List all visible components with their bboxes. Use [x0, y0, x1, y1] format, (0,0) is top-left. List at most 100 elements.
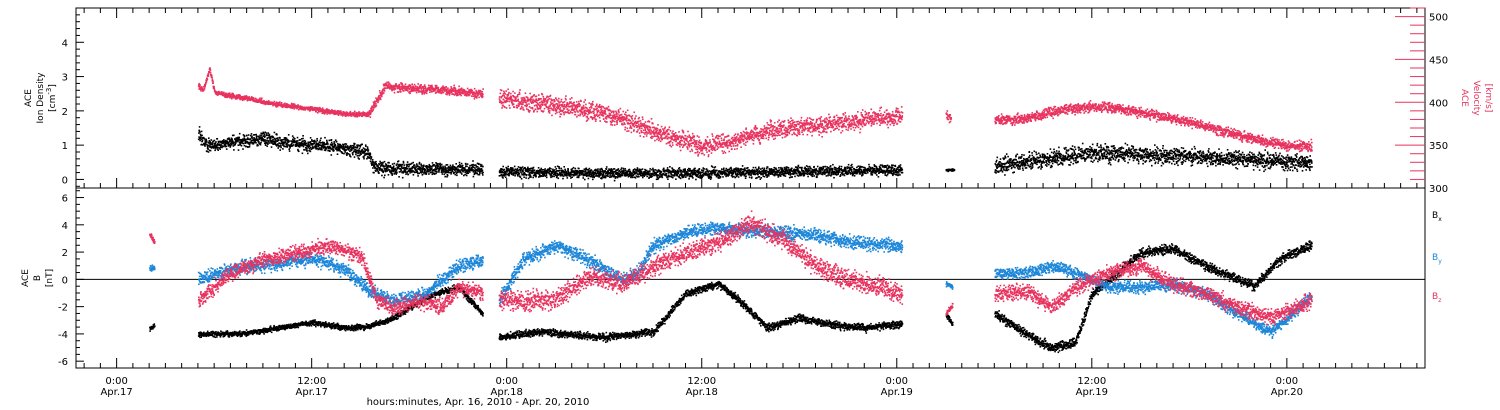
velocity-point — [547, 111, 550, 113]
velocity-point — [613, 116, 615, 119]
velocity-point — [889, 113, 891, 115]
velocity-point — [752, 139, 755, 142]
velocity-point — [1046, 116, 1049, 119]
velocity-point — [248, 96, 251, 99]
velocity-point — [639, 127, 641, 130]
velocity-point — [808, 130, 810, 132]
velocity-point — [779, 123, 782, 126]
velocity-point — [1095, 103, 1097, 105]
velocity-point — [897, 118, 900, 121]
velocity-point — [375, 102, 377, 105]
velocity-point — [1132, 106, 1135, 109]
velocity-point — [745, 141, 747, 144]
velocity-point — [700, 150, 702, 152]
velocity-point — [369, 116, 372, 118]
velocity-point — [652, 122, 654, 125]
velocity-point — [337, 114, 340, 116]
velocity-point — [821, 122, 823, 125]
velocity-point — [730, 145, 732, 148]
velocity-point — [459, 92, 462, 94]
velocity-point — [624, 123, 626, 125]
velocity-point — [645, 135, 648, 137]
velocity-point — [891, 111, 894, 113]
velocity-point — [742, 135, 744, 138]
velocity-point — [202, 90, 204, 92]
velocity-point — [577, 105, 579, 108]
velocity-point — [832, 122, 835, 124]
velocity-point — [442, 91, 445, 94]
velocity-point — [565, 105, 568, 108]
velocity-point — [656, 134, 659, 136]
velocity-point — [383, 90, 386, 92]
velocity-point — [457, 90, 460, 93]
velocity-point — [198, 82, 200, 85]
velocity-point — [798, 131, 801, 133]
velocity-point — [590, 106, 593, 108]
velocity-point — [586, 116, 588, 118]
velocity-point — [445, 86, 447, 88]
velocity-point — [1085, 110, 1087, 112]
velocity-point — [1017, 112, 1019, 114]
velocity-point — [382, 83, 385, 86]
velocity-point — [528, 103, 530, 105]
velocity-point — [776, 128, 779, 131]
velocity-point — [365, 115, 368, 118]
velocity-point — [697, 145, 699, 148]
velocity-point — [377, 100, 380, 102]
velocity-point — [416, 86, 419, 88]
velocity-point — [314, 109, 316, 111]
velocity-point — [381, 93, 384, 95]
velocity-point — [560, 100, 562, 103]
velocity-point — [570, 105, 573, 107]
velocity-point — [1180, 124, 1182, 127]
velocity-point — [695, 141, 698, 144]
velocity-point — [337, 111, 340, 113]
velocity-point — [774, 125, 776, 128]
velocity-point — [1044, 116, 1047, 119]
velocity-point — [260, 102, 262, 104]
velocity-point — [622, 123, 624, 126]
velocity-point — [551, 102, 554, 105]
velocity-point — [260, 101, 262, 103]
velocity-point — [778, 127, 780, 130]
velocity-point — [381, 95, 383, 98]
velocity-point — [1125, 114, 1128, 116]
velocity-point — [761, 130, 763, 133]
velocity-point — [655, 131, 658, 134]
velocity-point — [950, 118, 952, 121]
velocity-point — [380, 93, 383, 96]
velocity-point — [604, 120, 606, 122]
velocity-point — [855, 118, 858, 120]
velocity-point — [624, 126, 627, 129]
velocity-point — [498, 96, 501, 98]
velocity-point — [662, 137, 664, 139]
velocity-point — [635, 121, 638, 124]
velocity-point — [625, 114, 627, 116]
velocity-point — [602, 115, 605, 117]
velocity-point — [597, 114, 600, 117]
velocity-point — [582, 104, 585, 107]
velocity-point — [710, 152, 713, 154]
velocity-point — [279, 101, 281, 103]
velocity-point — [623, 116, 625, 118]
velocity-point — [323, 113, 326, 115]
velocity-point — [1130, 113, 1133, 116]
velocity-point — [580, 108, 583, 111]
velocity-point — [886, 109, 888, 111]
velocity-point — [778, 119, 780, 121]
velocity-point — [408, 84, 411, 86]
velocity-point — [461, 88, 463, 90]
velocity-point — [896, 115, 898, 118]
velocity-point — [724, 152, 727, 154]
velocity-point — [746, 132, 749, 135]
velocity-point — [332, 111, 335, 113]
velocity-point — [406, 87, 409, 89]
velocity-point — [510, 95, 512, 98]
velocity-point — [741, 133, 743, 135]
velocity-point — [410, 86, 413, 89]
velocity-point — [590, 111, 592, 114]
velocity-point — [476, 97, 478, 99]
velocity-point — [633, 111, 635, 114]
velocity-point — [401, 88, 404, 91]
velocity-point — [536, 110, 539, 113]
